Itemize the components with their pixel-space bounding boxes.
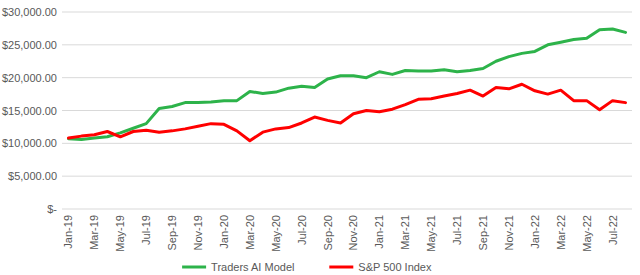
series-line — [68, 84, 625, 140]
x-tick-label: Jul-21 — [451, 215, 463, 245]
x-tick-label: Jan-22 — [529, 215, 541, 249]
grid-line — [62, 176, 632, 177]
grid-line — [62, 209, 632, 210]
legend-label: S&P 500 Index — [358, 261, 432, 273]
y-grid — [62, 12, 632, 209]
series-line — [68, 29, 625, 139]
x-tick-label: Nov-21 — [503, 215, 515, 250]
x-tick-label: Mar-22 — [555, 215, 567, 250]
plot-area — [68, 29, 625, 141]
x-tick-label: Nov-19 — [192, 215, 204, 250]
legend: Traders AI Model S&P 500 Index — [182, 261, 432, 273]
grid-line — [62, 12, 632, 13]
y-tick-label: $- — [47, 203, 57, 215]
legend-swatch — [329, 266, 353, 269]
grid-line — [62, 143, 632, 144]
x-tick-label: Jan-21 — [373, 215, 385, 249]
x-tick-label: Mar-20 — [244, 215, 256, 250]
x-tick-label: Jan-19 — [62, 215, 74, 249]
y-tick-label: $25,000.00 — [2, 39, 57, 51]
x-tick-label: Sep-20 — [322, 215, 334, 250]
x-tick-label: May-21 — [425, 215, 437, 252]
x-tick-label: May-22 — [581, 215, 593, 252]
x-tick-label: Mar-19 — [88, 215, 100, 250]
x-tick-label: Jul-20 — [296, 215, 308, 245]
x-tick-label: Jan-20 — [218, 215, 230, 249]
legend-label: Traders AI Model — [211, 261, 294, 273]
x-tick-label: Nov-20 — [347, 215, 359, 250]
x-tick-label: May-20 — [270, 215, 282, 252]
x-tick-label: Mar-21 — [399, 215, 411, 250]
y-tick-label: $15,000.00 — [2, 105, 57, 117]
x-tick-label: Jul-19 — [140, 215, 152, 245]
y-tick-label: $10,000.00 — [2, 137, 57, 149]
y-tick-label: $30,000.00 — [2, 6, 57, 18]
x-tick-label: May-19 — [114, 215, 126, 252]
y-tick-label: $20,000.00 — [2, 72, 57, 84]
y-tick-label: $5,000.00 — [8, 170, 57, 182]
x-tick-label: Jul-22 — [607, 215, 619, 245]
chart: $- $5,000.00 $10,000.00 $15,000.00 $20,000.0… — [0, 0, 640, 275]
grid-line — [62, 110, 632, 111]
x-tick-label: Sep-21 — [477, 215, 489, 250]
grid-line — [62, 77, 632, 78]
legend-swatch — [182, 266, 206, 269]
x-tick-label: Sep-19 — [166, 215, 178, 250]
